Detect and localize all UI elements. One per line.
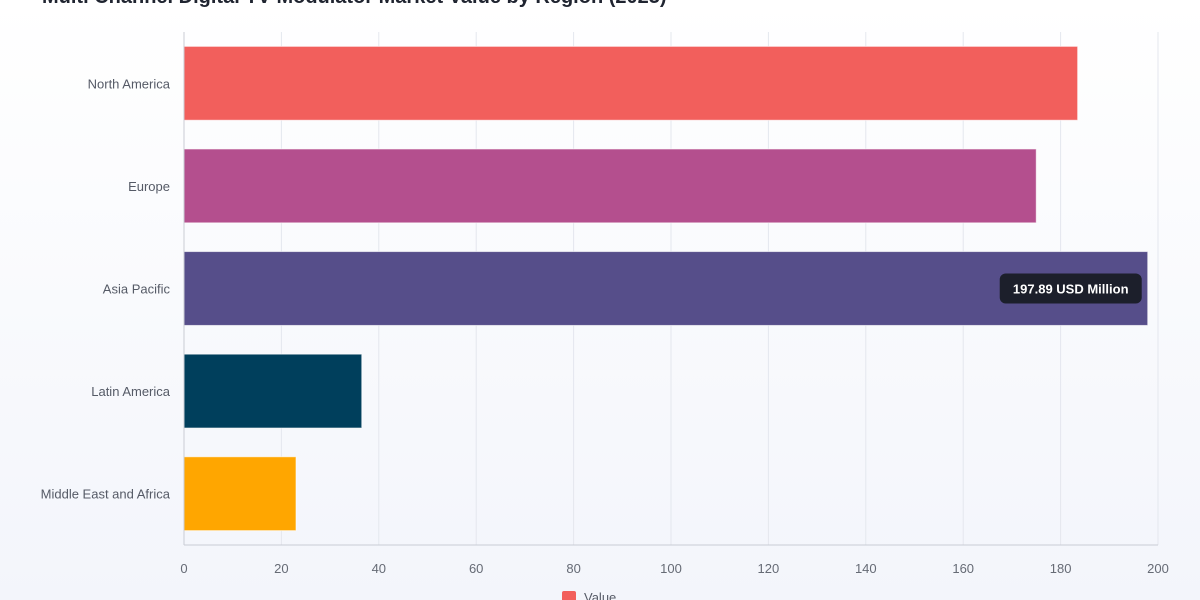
- tooltip-text: 197.89 USD Million: [1013, 282, 1129, 297]
- bar-north-america[interactable]: [183, 45, 1079, 121]
- bar-middle-east-and-africa[interactable]: [183, 456, 297, 532]
- bar-europe[interactable]: [183, 148, 1037, 224]
- x-tick-label: 200: [1147, 561, 1169, 576]
- legend-swatch[interactable]: [562, 591, 576, 600]
- x-axis-ticks: 0 20 40 60 80 100 120 140 160 180 200: [180, 561, 1168, 576]
- category-label: Europe: [128, 179, 170, 194]
- x-tick-label: 20: [274, 561, 288, 576]
- legend-label[interactable]: Value: [584, 590, 616, 600]
- bar-latin-america[interactable]: [183, 353, 363, 429]
- category-labels: North America Europe Asia Pacific Latin Ame…: [41, 76, 171, 501]
- category-label: Asia Pacific: [103, 282, 171, 297]
- chart-title: Multi Channel Digital TV Modulator Marke…: [42, 0, 667, 8]
- category-label: North America: [88, 76, 171, 91]
- x-tick-label: 180: [1050, 561, 1072, 576]
- axes: [183, 32, 1158, 546]
- x-tick-label: 160: [952, 561, 974, 576]
- x-tick-label: 60: [469, 561, 483, 576]
- x-tick-label: 120: [758, 561, 780, 576]
- legend[interactable]: Value: [562, 590, 616, 600]
- x-tick-label: 100: [660, 561, 682, 576]
- x-tick-label: 40: [372, 561, 386, 576]
- tooltip-box: [999, 273, 1142, 304]
- x-tick-label: 0: [180, 561, 187, 576]
- category-label: Latin America: [91, 384, 171, 399]
- x-tick-label: 140: [855, 561, 877, 576]
- x-tick-label: 80: [566, 561, 580, 576]
- category-label: Middle East and Africa: [41, 487, 171, 502]
- tooltip: 197.89 USD Million: [999, 273, 1142, 304]
